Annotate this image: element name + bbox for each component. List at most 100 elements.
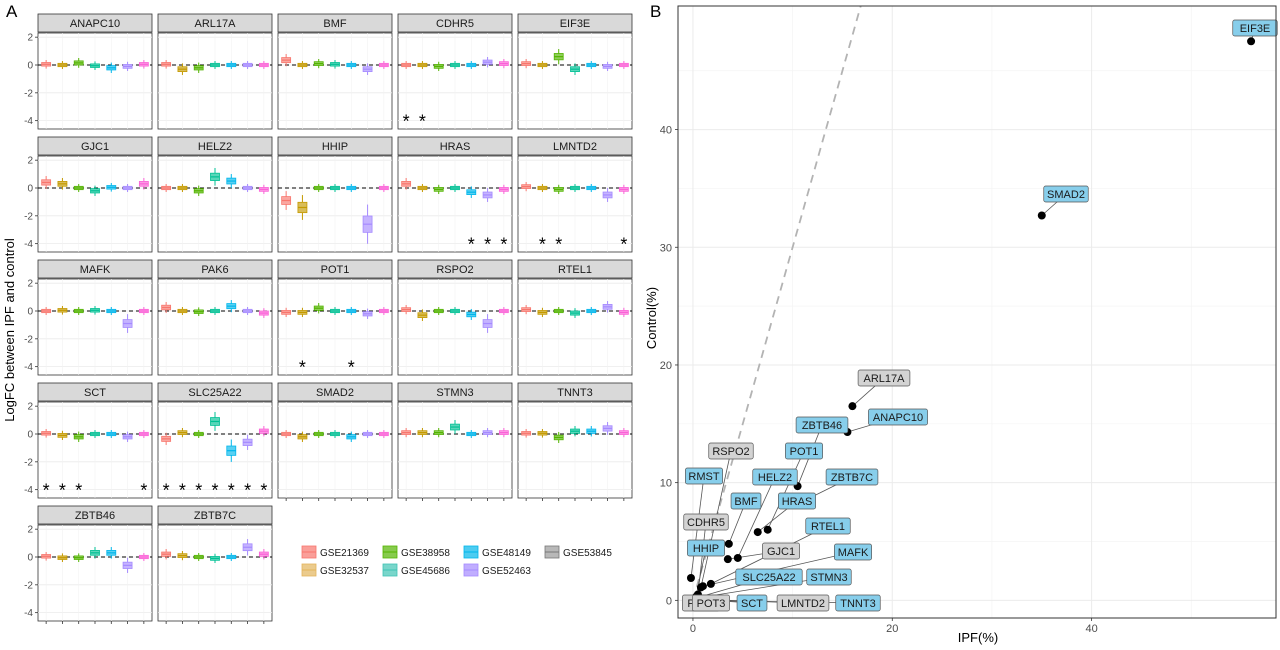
label-box bbox=[708, 442, 754, 460]
box-gse52463 bbox=[362, 63, 373, 75]
scatter-label-gjc1: GJC1 bbox=[762, 542, 800, 560]
facet-title: PAK6 bbox=[201, 264, 228, 276]
scatter-point-pot1 bbox=[763, 525, 772, 534]
significance-star: * bbox=[228, 481, 235, 501]
scatter-label-zbtb46: ZBTB46 bbox=[795, 416, 849, 434]
scatter-x-tick-label: 20 bbox=[886, 623, 898, 635]
facet-title: MAFK bbox=[80, 264, 111, 276]
box-gse32537 bbox=[57, 60, 68, 70]
box-gse45686 bbox=[450, 306, 460, 316]
y-tick-label: -2 bbox=[24, 457, 33, 468]
label-text: BMF bbox=[734, 496, 758, 508]
facet-title: HELZ2 bbox=[198, 141, 232, 153]
legend-entry: GSE45686 bbox=[382, 563, 450, 577]
box-gse45686 bbox=[450, 60, 460, 70]
scatter-x-axis-label: IPF(%) bbox=[958, 630, 998, 645]
facet-strip bbox=[517, 382, 633, 402]
box-gse52463 bbox=[602, 422, 613, 435]
scatter-frame bbox=[677, 5, 1277, 619]
box-gse38958 bbox=[73, 553, 84, 563]
box-gse45686 bbox=[210, 306, 220, 316]
label-text: TNNT3 bbox=[840, 598, 875, 610]
facet-strip bbox=[37, 505, 153, 525]
scatter-label-hras: HRAS bbox=[778, 492, 816, 510]
scatter-plot: 0 20 40 0 10 20 30 40 EIF3E SMAD2 ARL17A ANAPC10 ZBT… bbox=[660, 5, 1278, 635]
scatter-label-cdhr5: CDHR5 bbox=[683, 513, 729, 531]
facet-title: RTEL1 bbox=[558, 264, 592, 276]
box-gse53845 bbox=[258, 549, 269, 560]
box-gse52463 bbox=[242, 183, 253, 193]
box-gse48149 bbox=[226, 300, 237, 313]
box-gse21369 bbox=[281, 54, 292, 67]
box-gse32537 bbox=[177, 63, 188, 75]
box-gse32537 bbox=[297, 431, 308, 442]
scatter-label-slc25a22: SLC25A22 bbox=[735, 568, 803, 586]
box-gse48149 bbox=[346, 431, 357, 442]
box-gse48149 bbox=[466, 429, 477, 439]
facet-stmn3: STMN3 bbox=[397, 382, 513, 501]
label-text: HRAS bbox=[782, 496, 813, 508]
box-gse48149 bbox=[106, 547, 117, 559]
box-gse48149 bbox=[346, 183, 357, 193]
label-box bbox=[730, 492, 762, 510]
box-gse52463 bbox=[482, 57, 493, 68]
box-gse53845 bbox=[618, 184, 629, 194]
scatter-y-tick-label: 20 bbox=[660, 360, 672, 372]
label-text: CDHR5 bbox=[687, 517, 725, 529]
box-gse45686 bbox=[210, 412, 220, 431]
box-gse21369 bbox=[281, 307, 292, 317]
scatter-point-helz2 bbox=[733, 553, 742, 562]
facet-rtel1: RTEL1 bbox=[517, 259, 633, 376]
facet-title: ZBTB7C bbox=[194, 510, 236, 522]
label-text: HHIP bbox=[693, 543, 719, 555]
box-gse45686 bbox=[570, 308, 580, 318]
significance-star: * bbox=[43, 481, 50, 501]
significance-star: * bbox=[179, 481, 186, 501]
box-gse53845 bbox=[618, 60, 629, 70]
facet-gjc1: GJC1 -4 -2 0 2 bbox=[24, 136, 153, 253]
facet-strip bbox=[157, 13, 273, 33]
significance-star: * bbox=[500, 235, 507, 255]
box-gse21369 bbox=[161, 183, 172, 193]
box-gse53845 bbox=[378, 306, 389, 316]
facet-strip bbox=[277, 259, 393, 279]
facet-title: BMF bbox=[323, 18, 347, 30]
box-gse45686 bbox=[330, 183, 340, 193]
panel-b-label: B bbox=[650, 2, 661, 21]
facet-pot1: POT1 * * bbox=[277, 259, 393, 378]
box-gse21369 bbox=[41, 306, 52, 316]
label-text: HELZ2 bbox=[758, 472, 792, 484]
box-gse21369 bbox=[521, 59, 532, 69]
y-tick-label: 2 bbox=[27, 402, 33, 413]
box-gse21369 bbox=[281, 191, 292, 210]
scatter-point-rspo2 bbox=[696, 583, 705, 592]
facet-strip bbox=[397, 13, 513, 33]
box-gse48149 bbox=[586, 60, 597, 70]
label-text: RTEL1 bbox=[811, 521, 845, 533]
facet-strip bbox=[157, 382, 273, 402]
label-text: SMAD2 bbox=[1047, 189, 1085, 201]
scatter-point-bmf bbox=[724, 539, 733, 548]
box-gse52463 bbox=[482, 187, 493, 202]
box-gse52463 bbox=[362, 429, 373, 439]
scatter-y-tick-label: 10 bbox=[660, 478, 672, 490]
box-gse21369 bbox=[401, 60, 412, 70]
box-gse38958 bbox=[433, 61, 444, 71]
label-text: ZBTB7C bbox=[831, 472, 873, 484]
facet-strip bbox=[157, 259, 273, 279]
facet-bmf: BMF bbox=[277, 13, 393, 130]
box-gse32537 bbox=[297, 195, 308, 220]
facet-strip bbox=[517, 136, 633, 156]
facet-smad2: SMAD2 bbox=[277, 382, 393, 501]
y-tick-label: -4 bbox=[24, 239, 33, 250]
box-gse48149 bbox=[586, 426, 597, 437]
legend-entry: GSE52463 bbox=[463, 563, 531, 577]
box-gse53845 bbox=[138, 59, 149, 69]
scatter-label-mafk: MAFK bbox=[834, 543, 872, 561]
y-tick-label: 0 bbox=[27, 430, 33, 441]
scatter-label-pot1: POT1 bbox=[785, 442, 823, 460]
facet-strip bbox=[397, 259, 513, 279]
box-gse38958 bbox=[433, 306, 444, 316]
scatter-label-anapc10: ANAPC10 bbox=[868, 408, 928, 426]
